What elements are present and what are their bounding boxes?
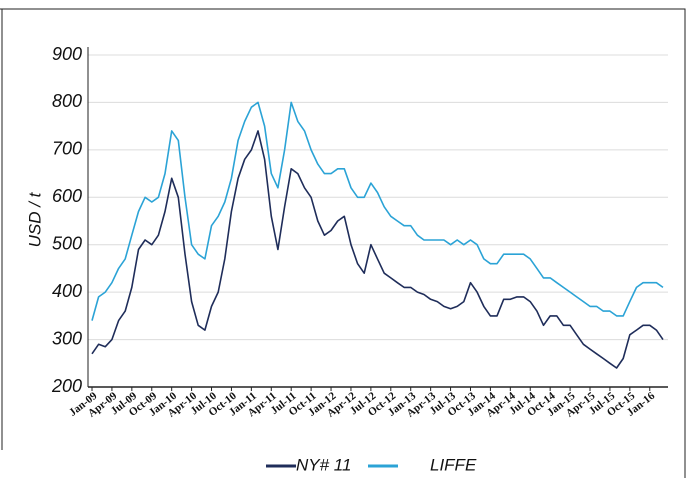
y-tick-label: 900	[52, 44, 82, 64]
frame	[0, 8, 686, 478]
y-axis-title: USD / t	[25, 191, 44, 247]
y-tick-label: 600	[52, 186, 82, 206]
legend-label: NY# 11	[296, 455, 351, 474]
y-tick-label: 400	[52, 281, 82, 301]
series-line	[91, 130, 664, 369]
y-tick-label: 300	[52, 328, 82, 348]
y-tick-label: 500	[52, 233, 82, 253]
y-tick-label: 200	[51, 376, 82, 396]
legend-label: LIFFE	[430, 455, 477, 474]
y-tick-label: 800	[52, 91, 82, 111]
series-line	[91, 101, 664, 321]
y-tick-label: 700	[52, 139, 82, 159]
